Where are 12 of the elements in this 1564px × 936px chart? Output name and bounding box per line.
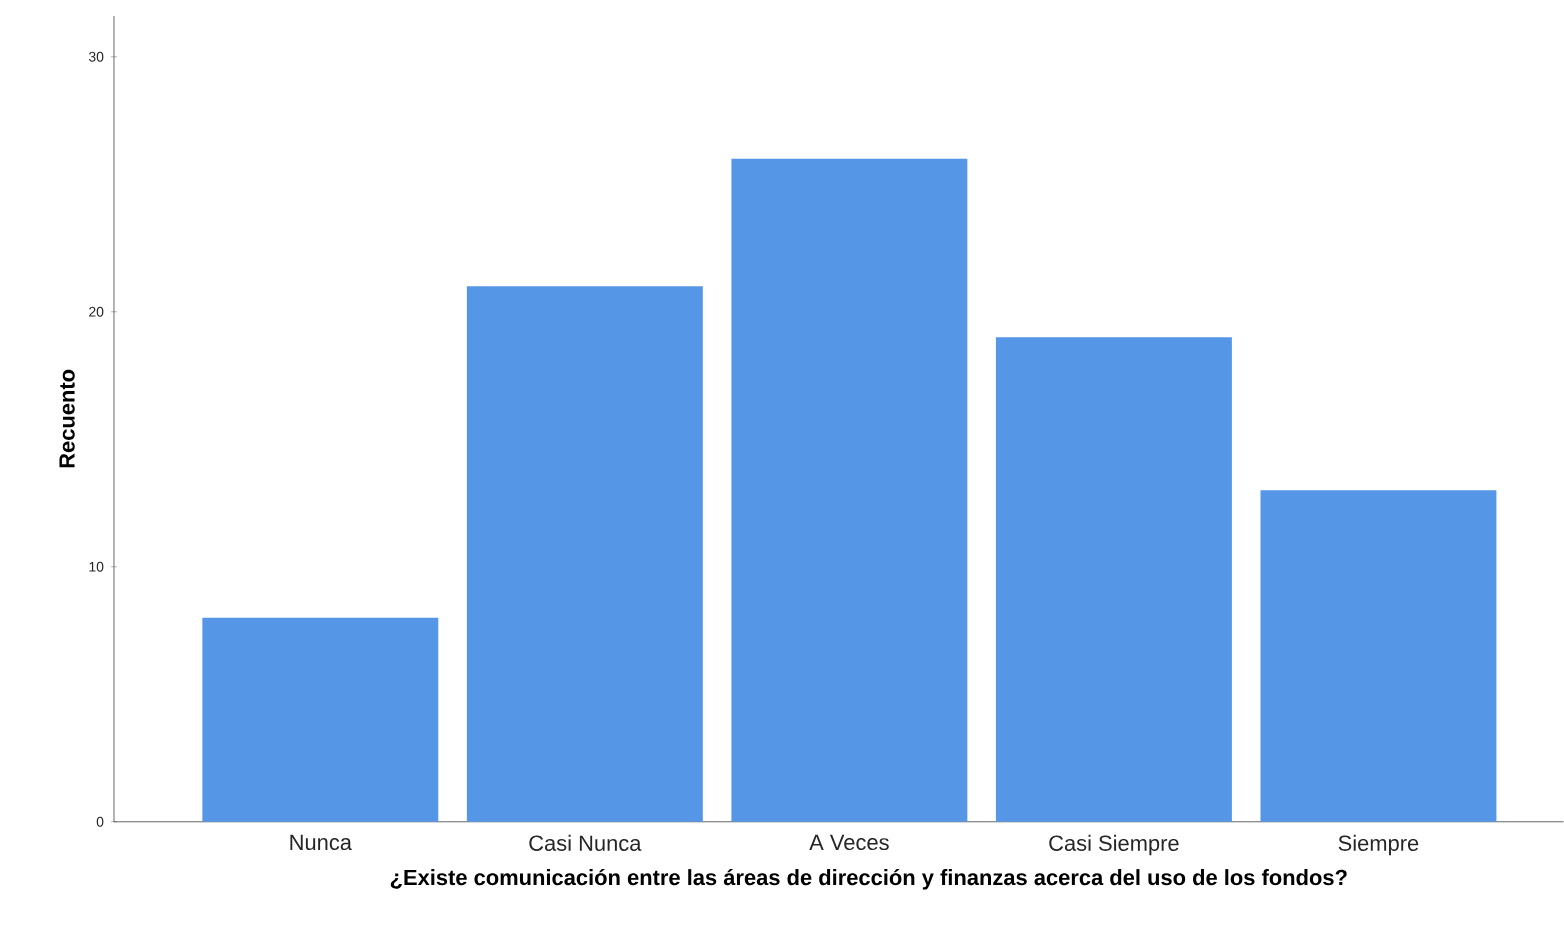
bar [995,337,1232,822]
bar [731,158,968,822]
bar [466,286,703,822]
bar [202,617,439,822]
y-axis-title: Recuento [59,369,75,468]
x-tick-label: A Veces [809,834,889,851]
x-axis-title: ¿Existe comunicación entre las áreas de dirección y finanzas acerca del uso de los fondos? [390,869,1347,890]
bar [1260,490,1497,822]
x-tick-label: Casi Siempre [1049,834,1179,856]
x-tick-label: Siempre [1338,834,1419,856]
x-tick-label: Nunca [290,834,352,851]
x-tick-label: Casi Nunca [529,834,642,852]
